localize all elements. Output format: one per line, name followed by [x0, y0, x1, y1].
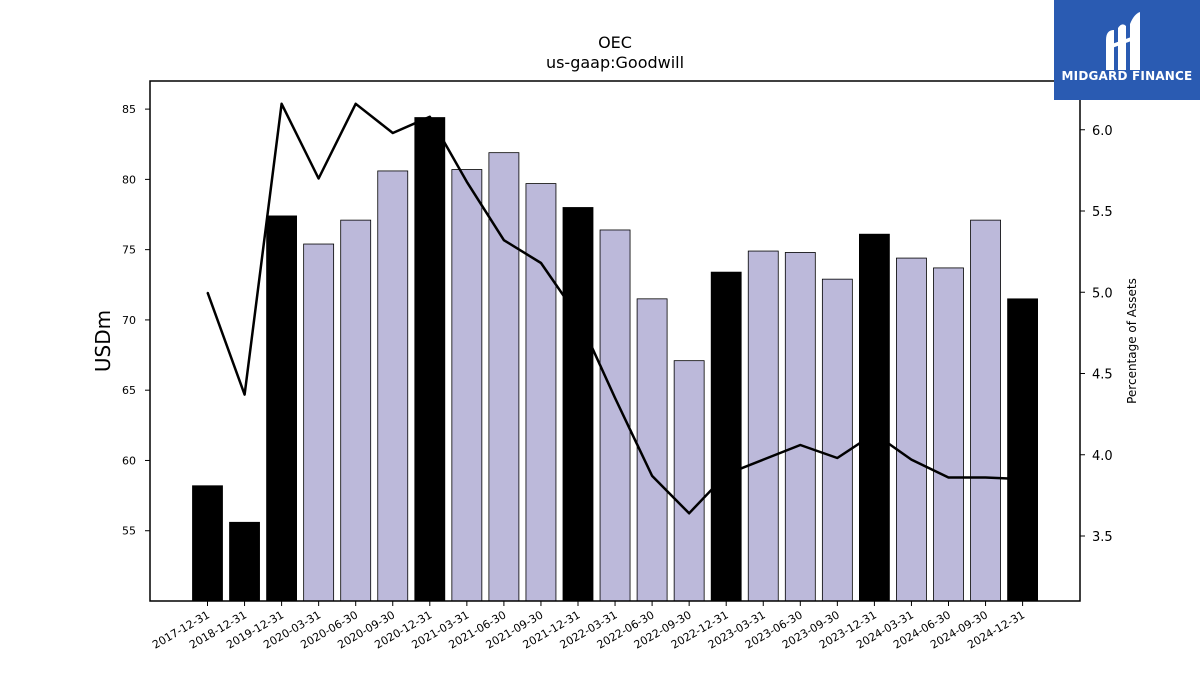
line-point-2017-12-31 — [207, 291, 208, 293]
bar-2022-06-30 — [636, 298, 668, 602]
line-point-2022-12-31 — [725, 473, 727, 475]
bar-2023-12-31 — [859, 233, 890, 602]
y2-tick-label: 4.5 — [1092, 368, 1113, 383]
bar-2021-09-30 — [525, 183, 557, 602]
line-point-2019-12-31 — [281, 103, 283, 105]
y-tick-label: 75 — [122, 244, 136, 257]
bar-2021-06-30 — [488, 152, 520, 602]
y-tick-label: 60 — [122, 454, 136, 467]
y2-tick-label: 3.5 — [1092, 530, 1113, 545]
y-axis: 55 60 65 70 75 80 85 — [122, 103, 150, 538]
line-point-2024-09-30 — [985, 477, 987, 478]
y2-tick-label: 6.0 — [1092, 124, 1113, 139]
bar-2023-03-31 — [747, 250, 779, 602]
y-tick-label: 85 — [122, 103, 136, 116]
line-point-2018-12-31 — [244, 394, 246, 396]
line-point-2022-09-30 — [688, 512, 690, 514]
bar-2024-12-31 — [1007, 298, 1038, 602]
line-point-2023-06-30 — [799, 444, 801, 446]
bar-2020-12-31 — [414, 117, 446, 602]
brand-name: MIDGARD FINANCE — [1061, 69, 1193, 83]
chart-title: OEC — [598, 33, 632, 52]
brand-logo: MIDGARD FINANCE — [1054, 0, 1200, 100]
line-series — [206, 102, 1024, 515]
line-point-2022-06-30 — [651, 475, 653, 477]
line-point-2022-03-31 — [614, 397, 616, 399]
line-point-2020-06-30 — [355, 103, 357, 105]
line-point-2021-06-30 — [503, 239, 505, 241]
bar-2022-03-31 — [599, 229, 631, 602]
line-point-2021-03-31 — [466, 181, 468, 183]
chart-subtitle: us-gaap:Goodwill — [546, 53, 684, 72]
line-point-2020-09-30 — [392, 132, 394, 134]
bar-2021-12-31 — [562, 207, 594, 602]
x-axis: 2017-12-312018-12-312019-12-312020-03-31… — [150, 601, 1027, 652]
bar-series — [192, 117, 1038, 602]
line-point-2023-12-31 — [873, 433, 875, 435]
bar-2024-06-30 — [933, 267, 964, 602]
bar-2020-06-30 — [340, 219, 372, 602]
line-point-2020-12-31 — [429, 116, 431, 118]
line-point-2024-12-31 — [1022, 478, 1024, 480]
y2-tick-label: 4.0 — [1092, 449, 1113, 464]
line-point-2020-03-31 — [318, 178, 320, 179]
bar-2024-09-30 — [970, 219, 1001, 602]
bar-2023-09-30 — [821, 278, 853, 602]
y2-axis: 3.5 4.0 4.5 5.0 5.5 6.0 — [1080, 124, 1113, 545]
y2-tick-label: 5.5 — [1092, 205, 1113, 220]
y2-axis-label: Percentage of Assets — [1125, 278, 1139, 404]
y-axis-label: USDm — [91, 310, 115, 372]
bar-2020-03-31 — [303, 243, 335, 602]
bar-2019-12-31 — [266, 215, 298, 602]
bar-2018-12-31 — [229, 521, 260, 602]
y-tick-label: 80 — [122, 173, 136, 186]
line-point-2021-09-30 — [540, 262, 542, 264]
bar-2022-12-31 — [710, 271, 742, 602]
bar-2024-03-31 — [896, 257, 927, 602]
y2-tick-label: 5.0 — [1092, 286, 1113, 301]
bar-2023-06-30 — [784, 252, 816, 602]
y-tick-label: 70 — [122, 314, 136, 327]
bar-2020-09-30 — [377, 170, 409, 602]
line-point-2023-09-30 — [836, 457, 838, 459]
line-point-2021-12-31 — [577, 316, 579, 318]
bar-2022-09-30 — [673, 360, 705, 602]
y-tick-label: 55 — [122, 525, 136, 538]
bar-2017-12-31 — [192, 485, 223, 602]
midgard-logo-icon — [1106, 12, 1140, 70]
line-point-2023-03-31 — [762, 459, 764, 461]
line-point-2024-03-31 — [910, 459, 912, 461]
line-point-2024-06-30 — [948, 477, 949, 478]
y-tick-label: 65 — [122, 384, 136, 397]
bar-2021-03-31 — [451, 169, 483, 602]
